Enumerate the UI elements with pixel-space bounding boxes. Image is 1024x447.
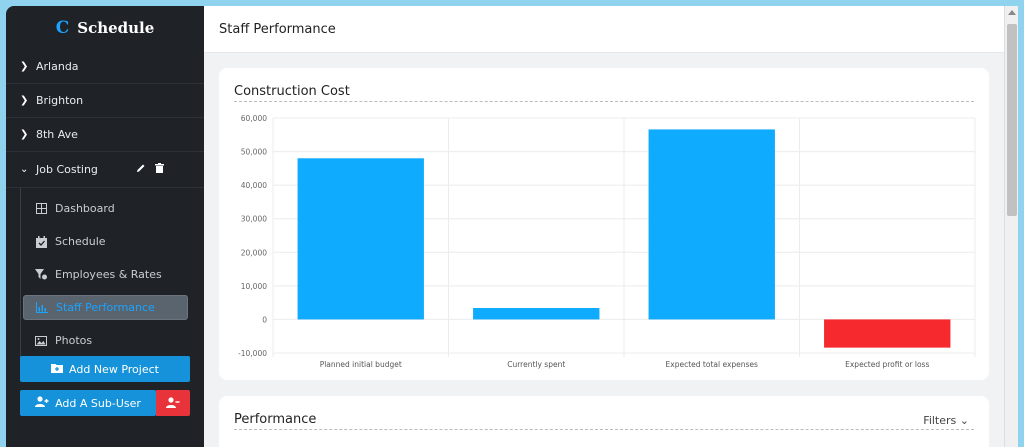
card-divider xyxy=(234,101,974,102)
brand[interactable]: C Schedule xyxy=(6,6,204,50)
calendar-check-icon xyxy=(35,235,47,248)
y-tick-label: 50,000 xyxy=(241,148,267,157)
image-icon xyxy=(35,335,47,347)
sidebar-item-label: Photos xyxy=(55,334,93,347)
chevron-right-icon: ❯ xyxy=(20,129,29,140)
chevron-down-icon: ⌄ xyxy=(959,414,969,427)
brand-logo: C xyxy=(55,18,70,38)
project-label: Job Costing xyxy=(36,163,98,176)
sidebar-item-photos[interactable]: Photos xyxy=(35,324,176,357)
user-plus-icon xyxy=(35,396,49,410)
y-tick-label: 10,000 xyxy=(241,282,267,291)
scroll-up-arrow-icon[interactable] xyxy=(1008,10,1016,15)
sidebar-project-brighton[interactable]: ❯ Brighton xyxy=(6,84,204,118)
add-new-project-label: Add New Project xyxy=(69,362,159,376)
sidebar-item-dashboard[interactable]: Dashboard xyxy=(35,192,176,225)
bar-chart-icon xyxy=(36,302,48,314)
remove-sub-user-button[interactable] xyxy=(156,390,190,416)
sidebar-item-schedule[interactable]: Schedule xyxy=(35,225,176,258)
dashboard-grid-icon xyxy=(35,203,47,215)
performance-card: Performance Filters ⌄ xyxy=(219,396,989,447)
edit-pencil-icon[interactable] xyxy=(136,163,146,176)
sidebar-item-label: Dashboard xyxy=(55,202,115,215)
x-category-label: Currently spent xyxy=(507,360,565,369)
x-category-label: Expected total expenses xyxy=(666,360,758,369)
brand-title: Schedule xyxy=(77,19,155,37)
performance-title: Performance xyxy=(234,412,317,427)
page-header: Staff Performance xyxy=(204,6,1004,53)
sidebar-project-job-costing[interactable]: ⌄ Job Costing xyxy=(6,152,204,188)
project-label: Arlanda xyxy=(36,60,79,73)
sidebar: C Schedule ❯ Arlanda ❯ Brighton ❯ 8th Av… xyxy=(6,6,204,447)
construction-cost-card: Construction Cost 60,000 50,000 40,000 30,0… xyxy=(219,68,989,380)
x-category-label: Expected profit or loss xyxy=(845,360,929,369)
filters-label: Filters xyxy=(923,414,957,427)
add-sub-user-button[interactable]: Add A Sub-User xyxy=(20,390,156,416)
job-costing-submenu: Dashboard Schedule Employees & Rates Sta… xyxy=(20,188,190,357)
add-sub-user-label: Add A Sub-User xyxy=(55,396,141,410)
sidebar-item-label: Schedule xyxy=(55,235,106,248)
trash-icon[interactable] xyxy=(155,163,164,176)
user-minus-icon xyxy=(166,396,180,411)
filters-dropdown[interactable]: Filters ⌄ xyxy=(923,414,969,427)
y-tick-label: 20,000 xyxy=(241,248,267,257)
bar-3[interactable] xyxy=(824,319,951,348)
chevron-right-icon: ❯ xyxy=(20,61,29,72)
bar-0[interactable] xyxy=(297,158,424,320)
chevron-right-icon: ❯ xyxy=(20,95,29,106)
construction-cost-chart: 60,000 50,000 40,000 30,000 20,000 10,000 0 -10… xyxy=(238,114,976,369)
y-tick-label: 30,000 xyxy=(241,215,267,224)
bar-1[interactable] xyxy=(473,308,600,320)
scrollbar-thumb[interactable] xyxy=(1007,24,1017,216)
sidebar-project-arlanda[interactable]: ❯ Arlanda xyxy=(6,50,204,84)
x-category-label: Planned initial budget xyxy=(320,360,402,369)
y-tick-label: -10,000 xyxy=(238,349,267,358)
folder-plus-icon xyxy=(51,363,64,376)
bar-2[interactable] xyxy=(648,129,775,320)
main-content: Staff Performance Construction Cost 60,0… xyxy=(204,6,1004,447)
project-label: 8th Ave xyxy=(36,128,78,141)
y-tick-label: 60,000 xyxy=(241,114,267,123)
page-scrollbar[interactable] xyxy=(1004,6,1018,447)
filter-dollar-icon xyxy=(35,269,47,281)
sidebar-item-employees-rates[interactable]: Employees & Rates xyxy=(35,258,176,291)
chevron-down-icon: ⌄ xyxy=(20,164,29,175)
y-tick-label: 0 xyxy=(262,315,267,324)
add-new-project-button[interactable]: Add New Project xyxy=(20,356,190,382)
sidebar-item-label: Employees & Rates xyxy=(55,268,162,281)
construction-cost-title: Construction Cost xyxy=(234,84,350,99)
y-tick-label: 40,000 xyxy=(241,181,267,190)
sidebar-project-8th-ave[interactable]: ❯ 8th Ave xyxy=(6,118,204,152)
card-divider xyxy=(234,429,974,430)
project-label: Brighton xyxy=(36,94,84,107)
sidebar-item-staff-performance[interactable]: Staff Performance xyxy=(23,295,188,320)
page-title: Staff Performance xyxy=(219,21,336,37)
sidebar-item-label: Staff Performance xyxy=(56,301,155,314)
